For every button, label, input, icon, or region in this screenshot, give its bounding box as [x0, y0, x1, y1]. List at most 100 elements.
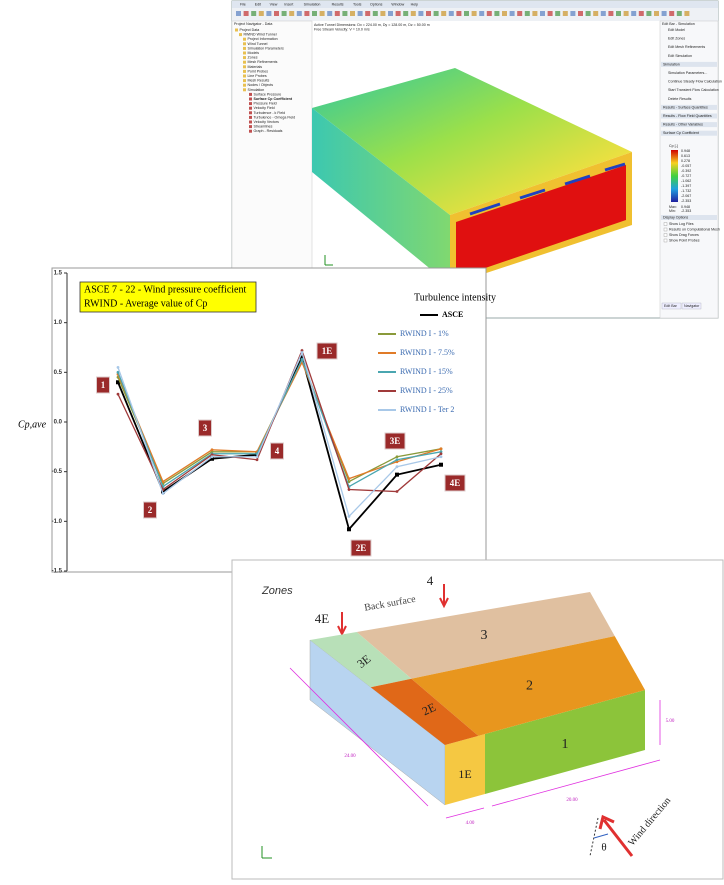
legend-title: Turbulence intensity [414, 292, 496, 303]
toolbar-icons [236, 11, 690, 16]
checkbox [663, 227, 668, 232]
point [395, 465, 399, 469]
option: Show Point Probes [669, 238, 700, 242]
tree-item: Project Information [248, 37, 278, 41]
point [439, 462, 443, 467]
tree-icon [243, 83, 246, 87]
tree-item: Turbulence - k Field [254, 111, 286, 115]
zone-face [356, 592, 615, 679]
plot: 1.5 1.0 0.5 0.0 -0.5 -1.0 -1.5 1 2 3 4 1E 2E 3E 4E ASCE… [52, 271, 466, 575]
tree-icon [243, 69, 246, 73]
tab [661, 302, 682, 310]
side-face [312, 108, 450, 285]
menu-item: Tools [353, 2, 362, 6]
panel-header [661, 61, 717, 67]
tool-icon [623, 11, 629, 16]
chart-subtitle: RWIND - Average value of Cp [84, 298, 207, 309]
tool-icon [464, 11, 469, 16]
zone-face [370, 678, 479, 745]
option: Results on Computational Mesh [669, 227, 720, 231]
tree-icon [249, 111, 252, 115]
tree-icon [249, 97, 252, 101]
tab [681, 302, 702, 310]
tool-icon [540, 11, 545, 16]
chart-frame [51, 267, 487, 573]
legend-label: RWIND I - 25% [400, 386, 453, 395]
legend-label: RWIND I - 7.5% [400, 348, 455, 357]
tool-icon [418, 11, 424, 16]
zone-label-box [198, 419, 212, 437]
legend-value: -0.057 [681, 164, 691, 168]
point [347, 477, 351, 481]
edge-suction [469, 162, 626, 216]
tool-icon [669, 11, 675, 16]
tree-item: Line Probes [248, 74, 267, 78]
view-info: Free Stream Velocity: V = 10.0 m/s [314, 27, 370, 31]
menu-item: Results [332, 2, 344, 6]
tool-icon [608, 11, 614, 16]
point [210, 453, 214, 457]
tool-icon [479, 11, 485, 16]
tool-icon [517, 11, 523, 16]
zone-label: 3 [203, 423, 208, 433]
panel-item: Edit Model [668, 28, 685, 32]
tree-item: Wind Tunnel [248, 42, 268, 46]
panel-item: Edit Zones [668, 37, 685, 41]
menu-item: Insert [284, 2, 293, 6]
zone-label-box [444, 474, 466, 492]
legend-value: -1.062 [681, 179, 691, 183]
tool-icon [281, 11, 287, 16]
front-pressure [456, 165, 626, 278]
tool-icon [433, 11, 439, 16]
tool-icon [471, 11, 477, 16]
point [161, 480, 165, 483]
menu-item: Options [370, 2, 383, 6]
zone-label: 1 [101, 380, 106, 390]
title-box [79, 281, 257, 313]
tree-icon [249, 106, 252, 110]
chart-title: ASCE 7 - 22 - Wind pressure coefficient [84, 284, 246, 295]
arrow-4 [439, 584, 449, 609]
tool-icon [388, 11, 393, 16]
tool-icon [638, 11, 644, 16]
tool-icon [372, 11, 378, 16]
menu-item: Window [391, 2, 404, 6]
zone-label-box [316, 342, 338, 360]
checkbox [663, 238, 668, 243]
tool-icon [509, 11, 515, 16]
tool-icon [380, 11, 386, 16]
tree-item: Pressure Field [254, 102, 277, 106]
panel-header [661, 130, 717, 136]
point [395, 490, 399, 493]
tool-icon [486, 11, 492, 16]
point [300, 351, 304, 354]
legend-value: -2.067 [681, 194, 691, 198]
tool-icon [502, 11, 507, 16]
point [116, 370, 120, 374]
tree-icon [243, 37, 246, 41]
tree-icon [249, 102, 252, 106]
tool-icon [684, 11, 690, 16]
tree-item: Zones [248, 56, 258, 60]
zone-label: 2 [526, 679, 533, 694]
tool-icon [236, 11, 241, 16]
checkbox [663, 233, 668, 237]
point [347, 527, 351, 532]
software-window: Project Navigator - Data Edit Bar - Simu… [231, 0, 719, 319]
tree-item: Turbulence - Omega Field [254, 115, 296, 119]
tool-icon [365, 11, 371, 16]
point [116, 392, 120, 396]
legend-value: -1.732 [681, 189, 691, 193]
panel-item: Simulation [663, 62, 680, 66]
menu-item: View [270, 2, 278, 6]
tree-item: Mesh Refinements [248, 60, 278, 64]
zone-label: 1E [458, 767, 471, 781]
point [300, 355, 304, 360]
point [439, 447, 443, 451]
max-label: Max: [669, 205, 677, 209]
tool-icon [296, 11, 302, 16]
tool-icon [524, 11, 530, 16]
tool-icon [593, 11, 599, 16]
tree-icon [243, 56, 246, 60]
